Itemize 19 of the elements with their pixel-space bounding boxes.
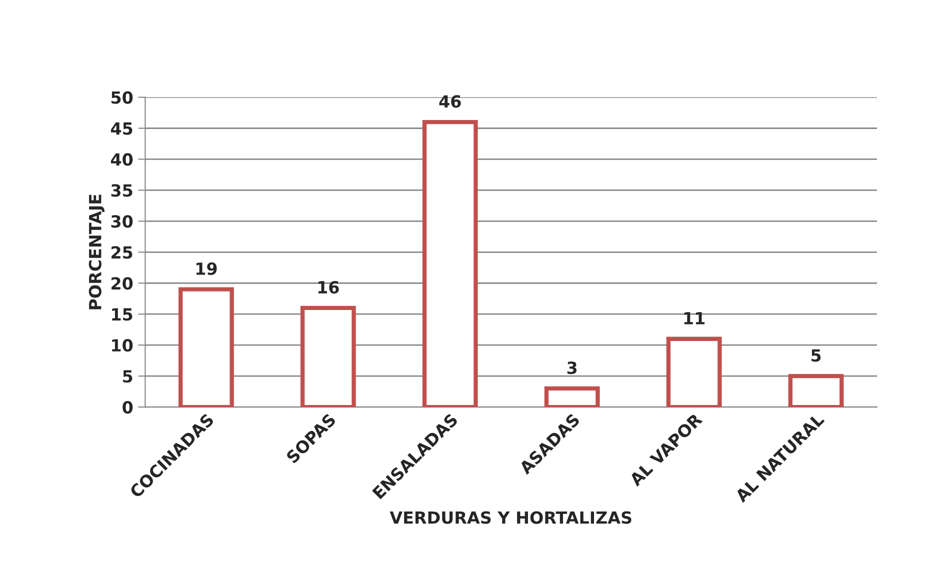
x-axis-title: VERDURAS Y HORTALIZAS: [390, 511, 632, 524]
y-tick-label: 35: [111, 184, 132, 197]
y-tick-label: 5: [123, 370, 132, 383]
y-axis-title: PORCENTAJE: [88, 194, 105, 310]
y-tick-label: 40: [110, 153, 133, 166]
y-tick-label: 20: [112, 277, 133, 290]
data-label: 11: [684, 312, 704, 324]
data-label: 16: [318, 280, 339, 294]
y-tick-label: 25: [112, 246, 132, 259]
data-label: 5: [812, 349, 821, 362]
data-label: 3: [567, 362, 577, 374]
y-tick-label: 45: [110, 122, 132, 135]
y-tick-label: 10: [112, 339, 133, 352]
y-tick-label: 30: [111, 215, 133, 228]
y-tick-label: 50: [112, 91, 133, 104]
y-tick-label: 0: [122, 401, 133, 414]
data-label: 19: [196, 262, 217, 275]
y-tick-label: 15: [112, 308, 132, 321]
data-label: 46: [439, 95, 461, 108]
